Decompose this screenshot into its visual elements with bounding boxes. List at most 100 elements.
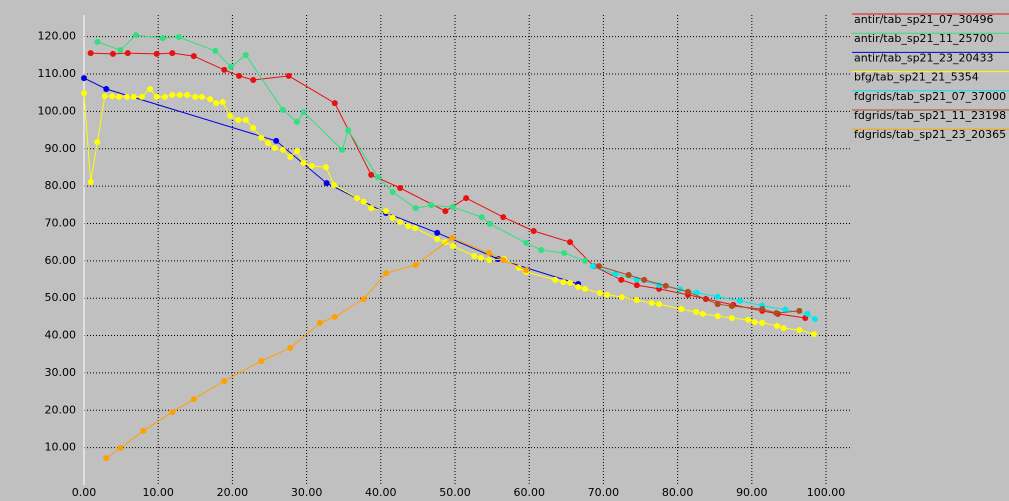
data-point	[207, 96, 214, 103]
data-point	[759, 306, 766, 313]
data-point	[561, 249, 568, 256]
data-point	[242, 51, 249, 58]
data-point	[109, 50, 116, 57]
legend-label: antir/tab_sp21_23_20433	[854, 51, 994, 64]
y-tick-label: 80.00	[45, 179, 77, 192]
x-tick-label: 60.00	[513, 486, 545, 499]
data-point	[331, 181, 338, 188]
data-point	[538, 247, 545, 254]
y-tick-label: 100.00	[38, 104, 77, 117]
data-point	[625, 272, 632, 279]
legend-label: fdgrids/tab_sp21_07_37000	[854, 90, 1006, 103]
legend-label: bfg/tab_sp21_21_5354	[854, 71, 979, 84]
data-point	[273, 137, 280, 144]
data-point	[389, 189, 396, 196]
data-point	[242, 116, 249, 123]
data-point	[736, 297, 743, 304]
data-point	[412, 261, 419, 268]
data-point	[94, 38, 101, 45]
x-tick-label: 20.00	[217, 486, 249, 499]
data-point	[293, 148, 300, 155]
data-point	[728, 303, 735, 310]
data-point	[101, 93, 108, 100]
data-point	[590, 263, 597, 270]
data-point	[693, 289, 700, 296]
y-tick-label: 40.00	[45, 329, 77, 342]
data-point	[87, 179, 94, 186]
data-point	[322, 164, 329, 171]
y-tick-label: 60.00	[45, 254, 77, 267]
data-point	[115, 93, 122, 100]
data-point	[169, 409, 176, 416]
data-point	[618, 276, 625, 283]
data-point	[94, 139, 101, 146]
data-point	[383, 208, 390, 215]
data-point	[714, 301, 721, 308]
data-point	[271, 145, 278, 152]
data-point	[236, 72, 243, 79]
data-point	[782, 306, 789, 313]
data-point	[103, 85, 110, 92]
data-point	[360, 295, 367, 302]
data-point	[796, 326, 803, 333]
data-point	[192, 93, 199, 100]
data-point	[595, 263, 602, 270]
data-point	[354, 195, 361, 202]
data-point	[161, 93, 168, 100]
data-point	[523, 267, 530, 274]
data-point	[714, 293, 721, 300]
data-point	[331, 100, 338, 107]
data-point	[552, 276, 559, 283]
data-point	[780, 325, 787, 332]
data-point	[169, 91, 176, 98]
data-point	[383, 270, 390, 277]
data-point	[81, 75, 87, 82]
data-point	[530, 227, 537, 234]
data-point	[235, 116, 242, 123]
data-point	[699, 310, 706, 317]
data-point	[389, 214, 396, 221]
x-tick-label: 90.00	[736, 486, 768, 499]
data-point	[132, 32, 139, 39]
y-tick-label: 30.00	[45, 366, 77, 379]
data-point	[360, 198, 367, 205]
data-point	[463, 195, 470, 202]
data-point	[184, 91, 191, 98]
legend-label: antir/tab_sp21_07_30496	[854, 13, 994, 26]
data-point	[140, 427, 147, 434]
data-point	[117, 445, 124, 452]
data-point	[190, 396, 197, 403]
legend-label: fdgrids/tab_sp21_23_20365	[854, 128, 1006, 141]
data-point	[486, 257, 493, 264]
data-point	[728, 315, 735, 322]
data-point	[486, 249, 493, 256]
data-point	[221, 66, 228, 73]
data-point	[618, 294, 625, 301]
y-tick-label: 50.00	[45, 291, 77, 304]
data-point	[227, 63, 234, 70]
data-point	[478, 214, 485, 221]
data-point	[648, 300, 655, 307]
data-point	[656, 301, 663, 308]
data-point	[604, 291, 611, 298]
data-point	[685, 288, 692, 295]
data-point	[449, 204, 456, 211]
data-point	[411, 224, 418, 231]
data-point	[159, 35, 166, 42]
data-point	[596, 289, 603, 296]
data-point	[287, 344, 294, 351]
data-point	[258, 134, 265, 141]
data-point	[169, 50, 176, 57]
y-tick-label: 10.00	[45, 441, 77, 454]
data-point	[575, 283, 582, 290]
data-point	[227, 112, 234, 119]
x-tick-label: 40.00	[365, 486, 397, 499]
series-line	[90, 52, 806, 319]
data-point	[250, 77, 257, 84]
series-line	[592, 265, 816, 320]
data-point	[633, 297, 640, 304]
data-point	[117, 47, 124, 54]
data-point	[693, 309, 700, 316]
